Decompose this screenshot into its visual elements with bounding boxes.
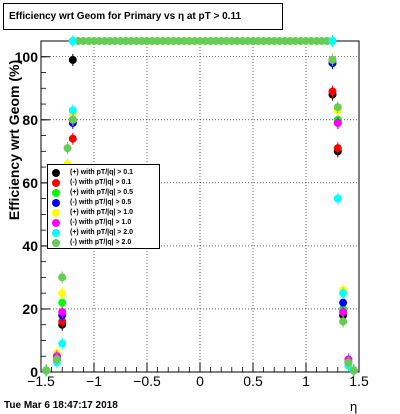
y-axis-label: Efficiency wrt Geom (%) — [6, 59, 22, 221]
legend-marker-icon — [52, 209, 60, 217]
legend-label: (-) with pT/|q| > 1.0 — [70, 219, 132, 226]
data-point — [42, 366, 51, 375]
data-point — [328, 55, 337, 64]
y-tick-label: 100 — [15, 49, 39, 65]
data-point — [68, 115, 77, 124]
x-tick-label: −1.5 — [27, 373, 55, 389]
legend-entry: (+) with pT/|q| > 0.5 — [48, 188, 159, 198]
data-point — [58, 339, 67, 348]
legend-label: (+) with pT/|q| > 0.1 — [70, 169, 134, 176]
data-points — [42, 35, 358, 377]
x-tick-label: 1.5 — [349, 373, 369, 389]
data-point — [58, 317, 67, 326]
legend-label: (-) with pT/|q| > 0.1 — [70, 179, 132, 186]
legend-marker-icon — [52, 189, 60, 197]
legend-entry: (-) with pT/|q| > 2.0 — [48, 238, 159, 248]
x-axis-label: η — [350, 399, 358, 414]
data-point — [333, 103, 342, 112]
x-tick-label: −1 — [86, 373, 102, 389]
y-tick-label: 60 — [22, 175, 38, 191]
data-point — [349, 366, 358, 375]
legend-entry: (-) with pT/|q| > 0.1 — [48, 178, 159, 188]
data-point — [333, 194, 342, 203]
legend-marker-icon — [52, 179, 60, 187]
y-tick-label: 20 — [22, 301, 38, 317]
legend-entry: (+) with pT/|q| > 1.0 — [48, 208, 159, 218]
data-point — [328, 37, 337, 45]
data-point — [333, 144, 342, 153]
axis-ticks — [40, 40, 360, 373]
timestamp-footer: Tue Mar 6 18:47:17 2018 — [4, 400, 118, 411]
y-tick-label: 80 — [22, 112, 38, 128]
chart-title: Efficiency wrt Geom for Primary vs η at … — [3, 3, 283, 30]
x-tick-label: 0 — [196, 373, 204, 389]
data-point — [339, 298, 348, 307]
legend-marker-icon — [52, 229, 60, 237]
data-point — [58, 308, 67, 317]
legend-marker-icon — [52, 199, 60, 207]
legend-marker-icon — [52, 169, 60, 177]
legend-entry: (+) with pT/|q| > 0.1 — [48, 168, 159, 178]
data-point — [52, 355, 61, 364]
data-point — [339, 308, 348, 317]
legend-marker-icon — [52, 219, 60, 227]
legend-label: (+) with pT/|q| > 1.0 — [70, 209, 134, 216]
data-point — [68, 134, 77, 143]
data-point — [339, 317, 348, 326]
y-tick-label: 40 — [22, 238, 38, 254]
data-point — [68, 37, 77, 45]
legend-entry: (+) with pT/|q| > 2.0 — [48, 228, 159, 238]
data-point — [344, 358, 353, 367]
data-point — [339, 289, 348, 298]
data-point — [58, 273, 67, 282]
legend-label: (-) with pT/|q| > 0.5 — [70, 199, 132, 206]
legend-label: (-) with pT/|q| > 2.0 — [70, 239, 132, 246]
legend: (+) with pT/|q| > 0.1 (-) with pT/|q| > 0… — [47, 164, 160, 249]
legend-marker-icon — [52, 239, 60, 247]
data-point — [68, 106, 77, 115]
x-tick-label: 1 — [302, 373, 310, 389]
data-point — [63, 144, 72, 153]
x-tick-label: −0.5 — [133, 373, 161, 389]
legend-label: (+) with pT/|q| > 2.0 — [70, 229, 134, 236]
data-point — [58, 298, 67, 307]
legend-entry: (-) with pT/|q| > 0.5 — [48, 198, 159, 208]
data-point — [333, 118, 342, 127]
data-point — [328, 87, 337, 96]
y-tick-label: 0 — [30, 364, 38, 380]
legend-entry: (-) with pT/|q| > 1.0 — [48, 218, 159, 228]
x-tick-label: 0.5 — [243, 373, 263, 389]
axis-tick-labels: −1.5 −1 −0.5 0 0.5 1 1.5 0 20 40 60 80 100 — [15, 49, 369, 389]
legend-label: (+) with pT/|q| > 0.5 — [70, 189, 134, 196]
data-point — [68, 55, 77, 64]
data-point — [58, 289, 67, 298]
